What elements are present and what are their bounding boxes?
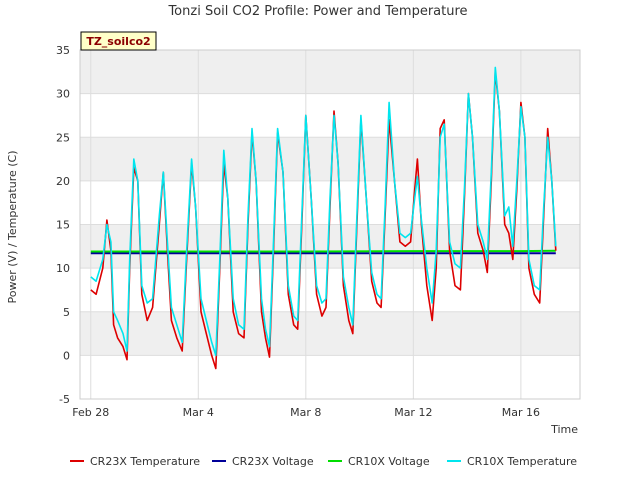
y-tick-label: 15 [56, 219, 70, 232]
x-tick-label: Mar 4 [183, 406, 214, 419]
plot-band [80, 355, 580, 399]
plot-border [79, 49, 581, 400]
y-tick-label: 10 [56, 262, 70, 275]
plot-band [80, 50, 580, 94]
y-tick-label: 0 [63, 349, 70, 362]
legend: CR23X Temperature CR23X Voltage CR10X Volt… [70, 455, 577, 468]
y-tick-label: 5 [63, 306, 70, 319]
chart-title: Tonzi Soil CO2 Profile: Power and Temper… [167, 4, 467, 19]
plot-band [80, 93, 580, 138]
y-tick-label: 35 [56, 44, 70, 57]
x-axis-label: Time [550, 423, 578, 436]
y-tick-label: 30 [56, 88, 70, 101]
site-tag-box [80, 31, 157, 51]
x-tick-label: Mar 16 [502, 406, 540, 419]
plot-band [80, 224, 580, 269]
plot-band [80, 268, 580, 312]
series-line-cr10x-temperature [90, 66, 557, 357]
x-tick-label: Feb 28 [72, 406, 109, 419]
legend-label-cr23x-voltage: CR23X Voltage [232, 455, 314, 468]
site-tag: TZ_soilco2 [80, 31, 157, 51]
x-tick-label: Mar 8 [290, 406, 321, 419]
y-tick-label: -5 [59, 393, 70, 406]
series-layer [90, 66, 557, 370]
x-axis-ticks: Feb 28 Mar 4 Mar 8 Mar 12 Mar 16 [72, 406, 540, 419]
legend-label-cr10x-temperature: CR10X Temperature [467, 455, 577, 468]
series-line-cr10x-voltage [90, 249, 556, 253]
legend-label-cr23x-temperature: CR23X Temperature [90, 455, 200, 468]
y-axis-ticks: -5 0 5 10 15 20 25 30 35 [56, 44, 70, 406]
plot-band [80, 311, 580, 356]
plot-band [80, 137, 580, 181]
site-tag-label: TZ_soilco2 [86, 35, 150, 48]
y-tick-label: 25 [56, 131, 70, 144]
y-axis-label: Power (V) / Temperature (C) [6, 150, 19, 303]
y-tick-label: 20 [56, 175, 70, 188]
legend-label-cr10x-voltage: CR10X Voltage [348, 455, 430, 468]
x-tick-label: Mar 12 [394, 406, 432, 419]
